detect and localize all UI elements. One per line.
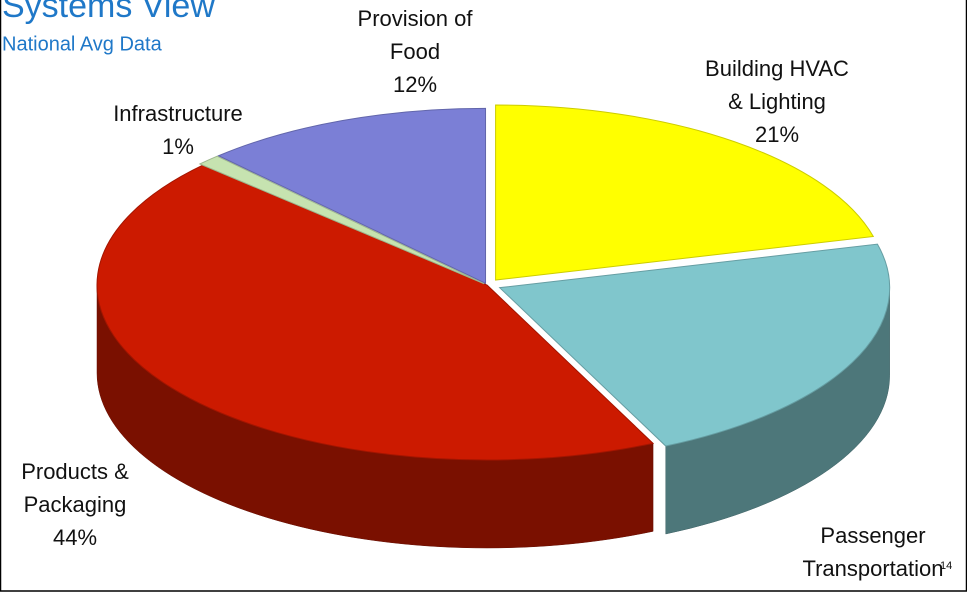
slice <box>495 104 875 281</box>
value-label: 22% <box>851 589 895 592</box>
slide-subtitle: National Avg Data <box>2 33 163 55</box>
value-label: 21% <box>755 122 799 147</box>
page-number: 14 <box>940 560 952 572</box>
slice <box>217 107 487 285</box>
value-label: 12% <box>393 72 437 97</box>
slice-label-line: Building HVAC <box>705 56 849 81</box>
value-label: 44% <box>53 525 97 550</box>
slice-label-line: Passenger <box>820 523 925 548</box>
slice <box>498 243 891 447</box>
slice-label-line: Provision of <box>358 6 474 31</box>
slice-label: Provision of Food <box>358 6 474 64</box>
slide-title: Systems View <box>2 0 215 25</box>
slice <box>96 164 655 461</box>
slice-tops <box>96 104 891 461</box>
slice-label-line: Food <box>390 39 440 64</box>
slice-label: Products & Packaging <box>21 459 129 517</box>
slice-label: Infrastructure <box>113 101 243 126</box>
slice <box>198 155 485 285</box>
slice-label-line: Transportation <box>802 556 943 581</box>
slice-label: Passenger Transportation <box>802 523 943 581</box>
slice-label: Building HVAC & Lighting <box>705 56 849 114</box>
slice-label-line: Packaging <box>24 492 127 517</box>
value-label: 1% <box>162 134 194 159</box>
slice-label-line: & Lighting <box>728 89 826 114</box>
slice-label-line: Infrastructure <box>113 101 243 126</box>
slice-label-line: Products & <box>21 459 129 484</box>
